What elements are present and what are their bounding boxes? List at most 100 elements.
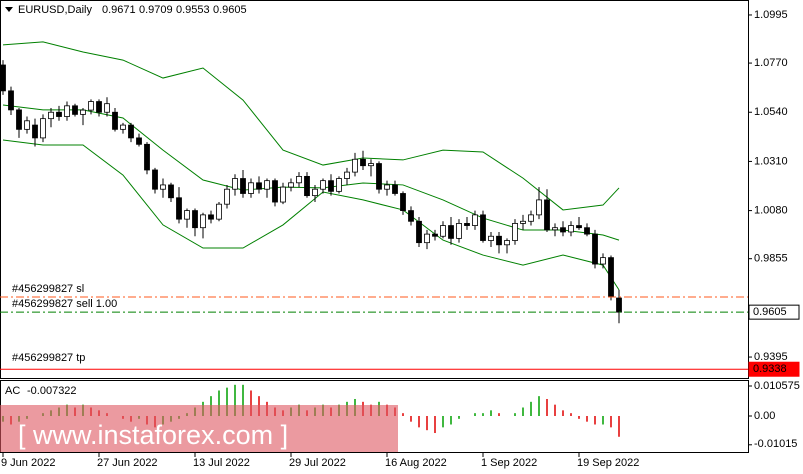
order-label: #456299827 sell 1.00 <box>12 298 117 310</box>
candle-body <box>160 184 166 190</box>
candle-body <box>296 175 302 184</box>
x-tick-label: 16 Aug 2022 <box>385 457 447 469</box>
candle-body <box>408 210 414 222</box>
y-tick-label: 0.010575 <box>754 380 800 392</box>
candle-body <box>352 158 358 173</box>
price-box <box>748 361 800 377</box>
candle-body <box>232 178 238 190</box>
candle-body <box>376 163 382 190</box>
candle-body <box>568 225 574 233</box>
candle-body <box>400 193 406 211</box>
candle-body <box>440 225 446 237</box>
candle-body <box>200 214 206 229</box>
candle-body <box>136 137 142 145</box>
candle-body <box>464 223 470 226</box>
x-tick-label: 27 Jun 2022 <box>97 457 158 469</box>
indicator-value: -0.007322 <box>27 385 77 397</box>
header-close: 0.9605 <box>213 4 247 16</box>
candle-body <box>304 175 310 197</box>
candle-body <box>176 197 182 220</box>
y-tick-label: 1.0995 <box>754 9 788 21</box>
candle-body <box>0 64 6 92</box>
candle-body <box>240 178 246 194</box>
candle-body <box>144 143 150 171</box>
price-box-label: 0.9338 <box>753 363 787 375</box>
candle-body <box>584 227 590 235</box>
y-tick-label: 0.9395 <box>754 351 788 363</box>
candle-body <box>128 124 134 139</box>
symbol: EURUSD,Daily <box>18 4 92 16</box>
candle-body <box>416 220 422 244</box>
y-tick-label: 1.0770 <box>754 57 788 69</box>
candle-body <box>424 233 430 244</box>
candle-body <box>456 223 462 239</box>
candle-body <box>576 225 582 229</box>
candle-body <box>560 227 566 233</box>
candle-body <box>216 203 222 220</box>
candle-body <box>184 210 190 220</box>
candle-body <box>320 180 326 190</box>
price-box-label: 0.9605 <box>753 306 787 318</box>
candle-body <box>256 182 262 190</box>
candle-body <box>80 109 86 115</box>
order-label: #456299827 tp <box>12 352 85 364</box>
price-box <box>748 304 800 320</box>
candle-body <box>104 103 110 113</box>
candle-body <box>600 257 606 265</box>
candle-body <box>384 184 390 190</box>
candle-body <box>512 223 518 241</box>
candle-body <box>112 111 118 130</box>
candle-body <box>272 180 278 203</box>
candle-body <box>280 186 286 203</box>
y-tick-label: -0.01015 <box>754 438 797 450</box>
header-high: 0.9709 <box>139 4 173 16</box>
candle-body <box>64 105 70 117</box>
indicator-title: AC <box>5 385 20 397</box>
y-tick-label: 1.0310 <box>754 155 788 167</box>
candle-body <box>248 182 254 194</box>
candle-body <box>48 111 54 120</box>
candle-body <box>472 214 478 226</box>
candle-body <box>192 210 198 229</box>
candle-body <box>432 233 438 237</box>
candle-body <box>120 124 126 130</box>
candle-body <box>504 240 510 246</box>
y-tick-label: 1.0080 <box>754 205 788 217</box>
candle-body <box>592 233 598 265</box>
candle-body <box>368 163 374 167</box>
candle-body <box>56 111 62 117</box>
candle-body <box>312 188 318 197</box>
candle-body <box>392 184 398 194</box>
candle-body <box>616 297 622 313</box>
candle-body <box>24 120 30 130</box>
candle-body <box>264 180 270 190</box>
candle-body <box>288 182 294 188</box>
candle-body <box>496 235 502 246</box>
candle-body <box>32 124 38 139</box>
candle-body <box>528 214 534 222</box>
candle-body <box>448 225 454 239</box>
band-line <box>2 41 620 211</box>
candle-body <box>152 169 158 190</box>
order-label: #456299827 sl <box>12 283 84 295</box>
x-tick-label: 1 Sep 2022 <box>481 457 537 469</box>
candle-body <box>608 257 614 297</box>
header-open: 0.9671 <box>102 4 136 16</box>
candle-body <box>344 171 350 179</box>
watermark: [ www.instaforex.com ] <box>18 420 288 450</box>
candle-body <box>224 188 230 205</box>
candle-body <box>552 227 558 231</box>
main-pane <box>0 0 749 379</box>
header-low: 0.9553 <box>176 4 210 16</box>
y-tick-label: 0.00 <box>754 410 775 422</box>
candle-body <box>168 184 174 199</box>
x-tick-label: 19 Sep 2022 <box>577 457 639 469</box>
y-tick-label: 1.0540 <box>754 106 788 118</box>
menu-arrow[interactable] <box>5 7 13 12</box>
candle-body <box>536 199 542 216</box>
candle-body <box>72 105 78 115</box>
x-tick-label: 13 Jul 2022 <box>193 457 250 469</box>
candle-body <box>336 178 342 192</box>
candle-body <box>360 158 366 167</box>
candle-body <box>480 214 486 241</box>
